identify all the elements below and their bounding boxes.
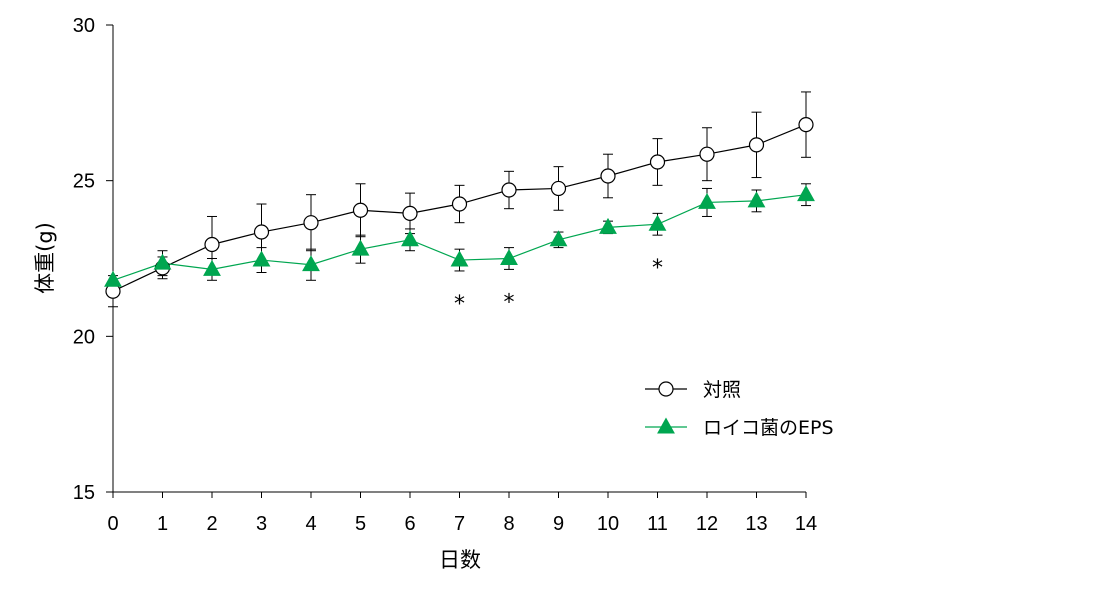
significance-marker: * [504,290,515,315]
x-tick-label: 11 [647,513,668,535]
x-tick-label: 14 [795,513,817,535]
x-tick-label: 13 [745,513,767,535]
data-point-eps [500,248,518,265]
x-tick-label: 10 [597,513,619,535]
data-point-control [501,182,517,198]
data-point-control [600,168,616,184]
data-point-control [204,236,220,253]
x-tick-label: 2 [206,513,217,535]
x-tick-label: 1 [157,513,168,535]
x-axis-label: 日数 [439,548,481,572]
data-point-eps [450,250,469,267]
legend-label: ロイコ菌のEPS [703,417,834,439]
annotations: * * * [454,256,663,317]
data-point-control [748,137,765,153]
y-tick-label: 25 [73,171,95,193]
x-tick-label: 9 [553,513,564,535]
data-point-eps [698,192,716,209]
data-point-eps [104,270,122,287]
data-point-control [451,196,468,212]
data-point-control [253,224,270,240]
data-point-control [303,215,319,231]
data-point-eps [153,253,172,270]
data-point-eps [401,230,419,247]
data-point-eps [203,259,221,276]
significance-marker: * [652,256,663,281]
data-point-eps [351,239,370,256]
data-point-eps [252,250,271,267]
y-tick-label: 15 [73,482,95,504]
legend-marker [657,417,675,434]
data-point-control [550,180,567,197]
data-point-control [352,202,369,218]
data-point-control [649,154,666,170]
x-tick-label: 0 [107,513,118,535]
x-tick-label: 8 [503,513,514,535]
data-point-control [699,146,715,162]
data-point-control [402,205,418,221]
data-point-eps [747,191,766,208]
data-point-eps [599,217,617,234]
legend-marker [658,381,674,397]
significance-marker: * [454,292,465,317]
series-markers [104,117,815,299]
x-tick-label: 4 [305,513,316,535]
data-point-control [798,117,814,133]
x-tick-label: 3 [256,513,267,535]
data-point-eps [302,255,320,272]
y-tick-label: 20 [73,326,95,348]
x-tick-label: 5 [355,513,366,535]
data-point-eps [549,230,568,247]
x-tick-label: 12 [696,513,718,535]
x-tick-label: 7 [454,513,465,535]
legend-label: 対照 [703,379,741,401]
data-point-eps [648,214,667,231]
y-tick-label: 30 [73,15,95,37]
x-tick-label: 6 [404,513,415,535]
data-point-eps [797,185,815,202]
y-axis-label: 体重(g) [33,222,57,294]
